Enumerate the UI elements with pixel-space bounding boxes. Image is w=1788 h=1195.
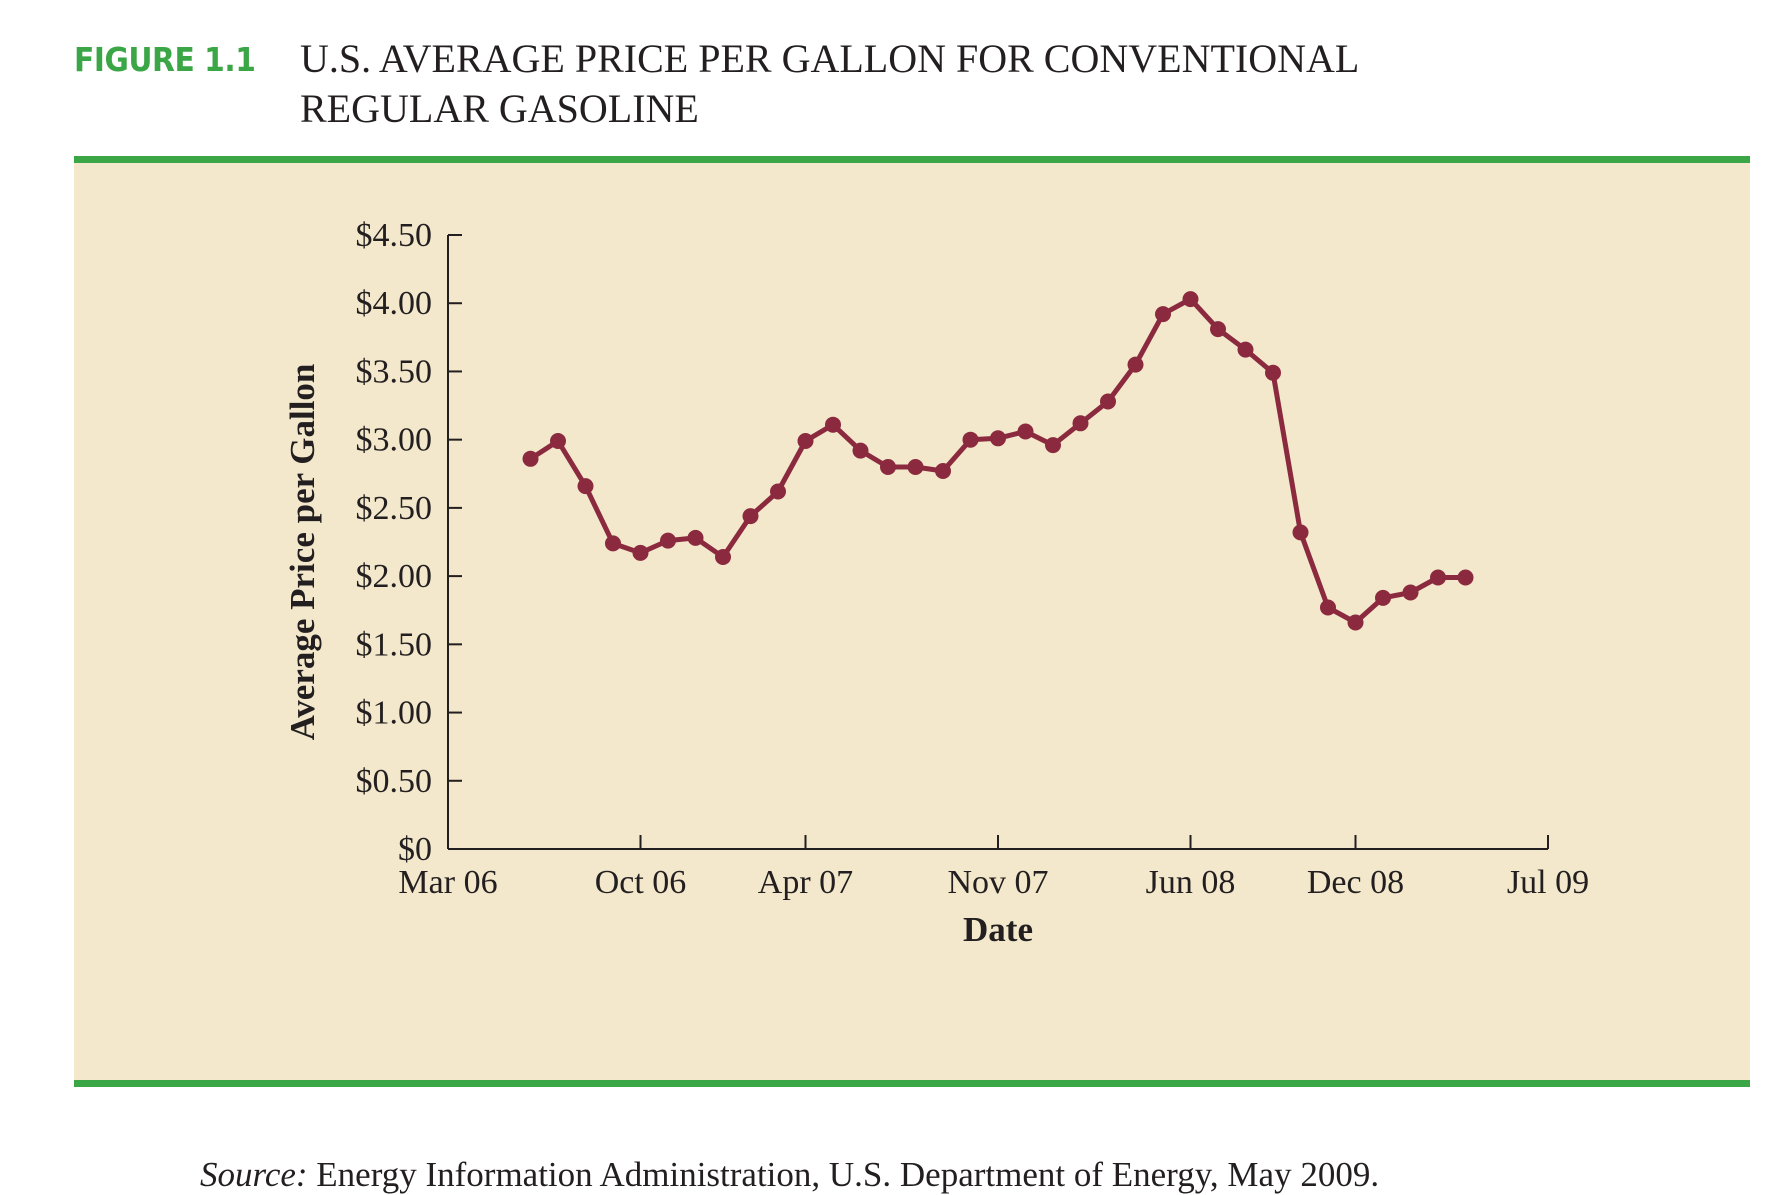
x-tick-label: Oct 06 xyxy=(595,864,687,901)
data-point xyxy=(990,430,1006,447)
data-point xyxy=(577,478,594,495)
data-point xyxy=(1402,584,1419,601)
figure-label: FIGURE 1.1 xyxy=(74,40,256,79)
data-point xyxy=(1457,569,1474,586)
data-point xyxy=(935,463,951,479)
data-point xyxy=(687,529,704,546)
data-point xyxy=(715,549,731,565)
y-tick-label: $1.00 xyxy=(356,695,433,732)
y-tick-label: $2.50 xyxy=(356,490,433,527)
x-tick-label: Jun 08 xyxy=(1146,864,1236,901)
x-tick-label: Nov 07 xyxy=(947,864,1048,901)
y-tick-label: $3.50 xyxy=(356,353,433,390)
x-tick-label: Mar 06 xyxy=(398,864,497,901)
y-tick-label: $2.00 xyxy=(356,558,433,595)
data-point xyxy=(1045,437,1061,454)
y-tick-label: $4.00 xyxy=(356,285,433,322)
y-tick-label: $1.50 xyxy=(356,626,433,663)
source-label: Source: xyxy=(200,1155,308,1194)
y-tick-label: $0 xyxy=(398,831,432,868)
data-point xyxy=(797,433,814,449)
data-point xyxy=(1292,524,1309,541)
x-tick-label: Dec 08 xyxy=(1307,864,1404,901)
y-axis: $0 $0.50 $1.00 $1.50 $2.00 $2.50 $3.00 $3.50 $4.… xyxy=(356,217,462,868)
x-axis-title: Date xyxy=(963,910,1033,949)
x-axis: Mar 06 Oct 06 Apr 07 Nov 07 Jun 08 Dec 08 Jul … xyxy=(398,835,1589,901)
source-text: Energy Information Administration, U.S. … xyxy=(307,1155,1380,1194)
data-point xyxy=(907,459,924,475)
data-point xyxy=(1375,589,1391,606)
figure-title: U.S. AVERAGE PRICE PER GALLON FOR CONVEN… xyxy=(300,34,1600,134)
data-point xyxy=(1127,356,1144,373)
x-tick-label: Apr 07 xyxy=(758,864,853,901)
data-point xyxy=(1347,614,1364,631)
data-point xyxy=(1182,291,1199,308)
figure-title-line1: U.S. AVERAGE PRICE PER GALLON FOR CONVEN… xyxy=(300,36,1360,81)
data-point xyxy=(770,483,786,500)
top-rule xyxy=(74,156,1750,163)
y-tick-label: $3.00 xyxy=(356,422,433,459)
data-point xyxy=(522,450,539,467)
data-point xyxy=(742,508,759,525)
data-point xyxy=(1072,415,1089,432)
data-point xyxy=(825,416,841,433)
series-line xyxy=(522,291,1474,631)
y-tick-label: $4.50 xyxy=(356,217,433,254)
data-point xyxy=(1320,599,1336,616)
bottom-rule xyxy=(74,1080,1750,1087)
data-point xyxy=(632,544,649,561)
data-point xyxy=(1210,321,1226,338)
source-note: Source: Energy Information Administratio… xyxy=(200,1155,1379,1195)
y-axis-title: Average Price per Gallon xyxy=(283,364,322,741)
data-point xyxy=(550,433,566,449)
series-polyline xyxy=(529,296,1466,625)
data-point xyxy=(852,442,869,459)
line-chart: $0 $0.50 $1.00 $1.50 $2.00 $2.50 $3.00 $3.50 $4.… xyxy=(283,217,1589,949)
chart-panel: $0 $0.50 $1.00 $1.50 $2.00 $2.50 $3.00 $3.50 $4.… xyxy=(74,163,1750,1194)
data-point xyxy=(1237,341,1254,358)
y-tick-label: $0.50 xyxy=(356,763,433,800)
data-point xyxy=(1017,423,1034,440)
figure-title-line2: REGULAR GASOLINE xyxy=(300,86,699,131)
data-point xyxy=(1265,364,1281,381)
data-point xyxy=(962,431,979,448)
data-point xyxy=(1155,306,1171,323)
x-tick-label: Jul 09 xyxy=(1507,864,1589,901)
data-point xyxy=(605,535,621,552)
data-point xyxy=(1100,393,1116,410)
data-point xyxy=(660,532,676,549)
data-point xyxy=(1430,569,1446,586)
data-point xyxy=(880,459,896,475)
